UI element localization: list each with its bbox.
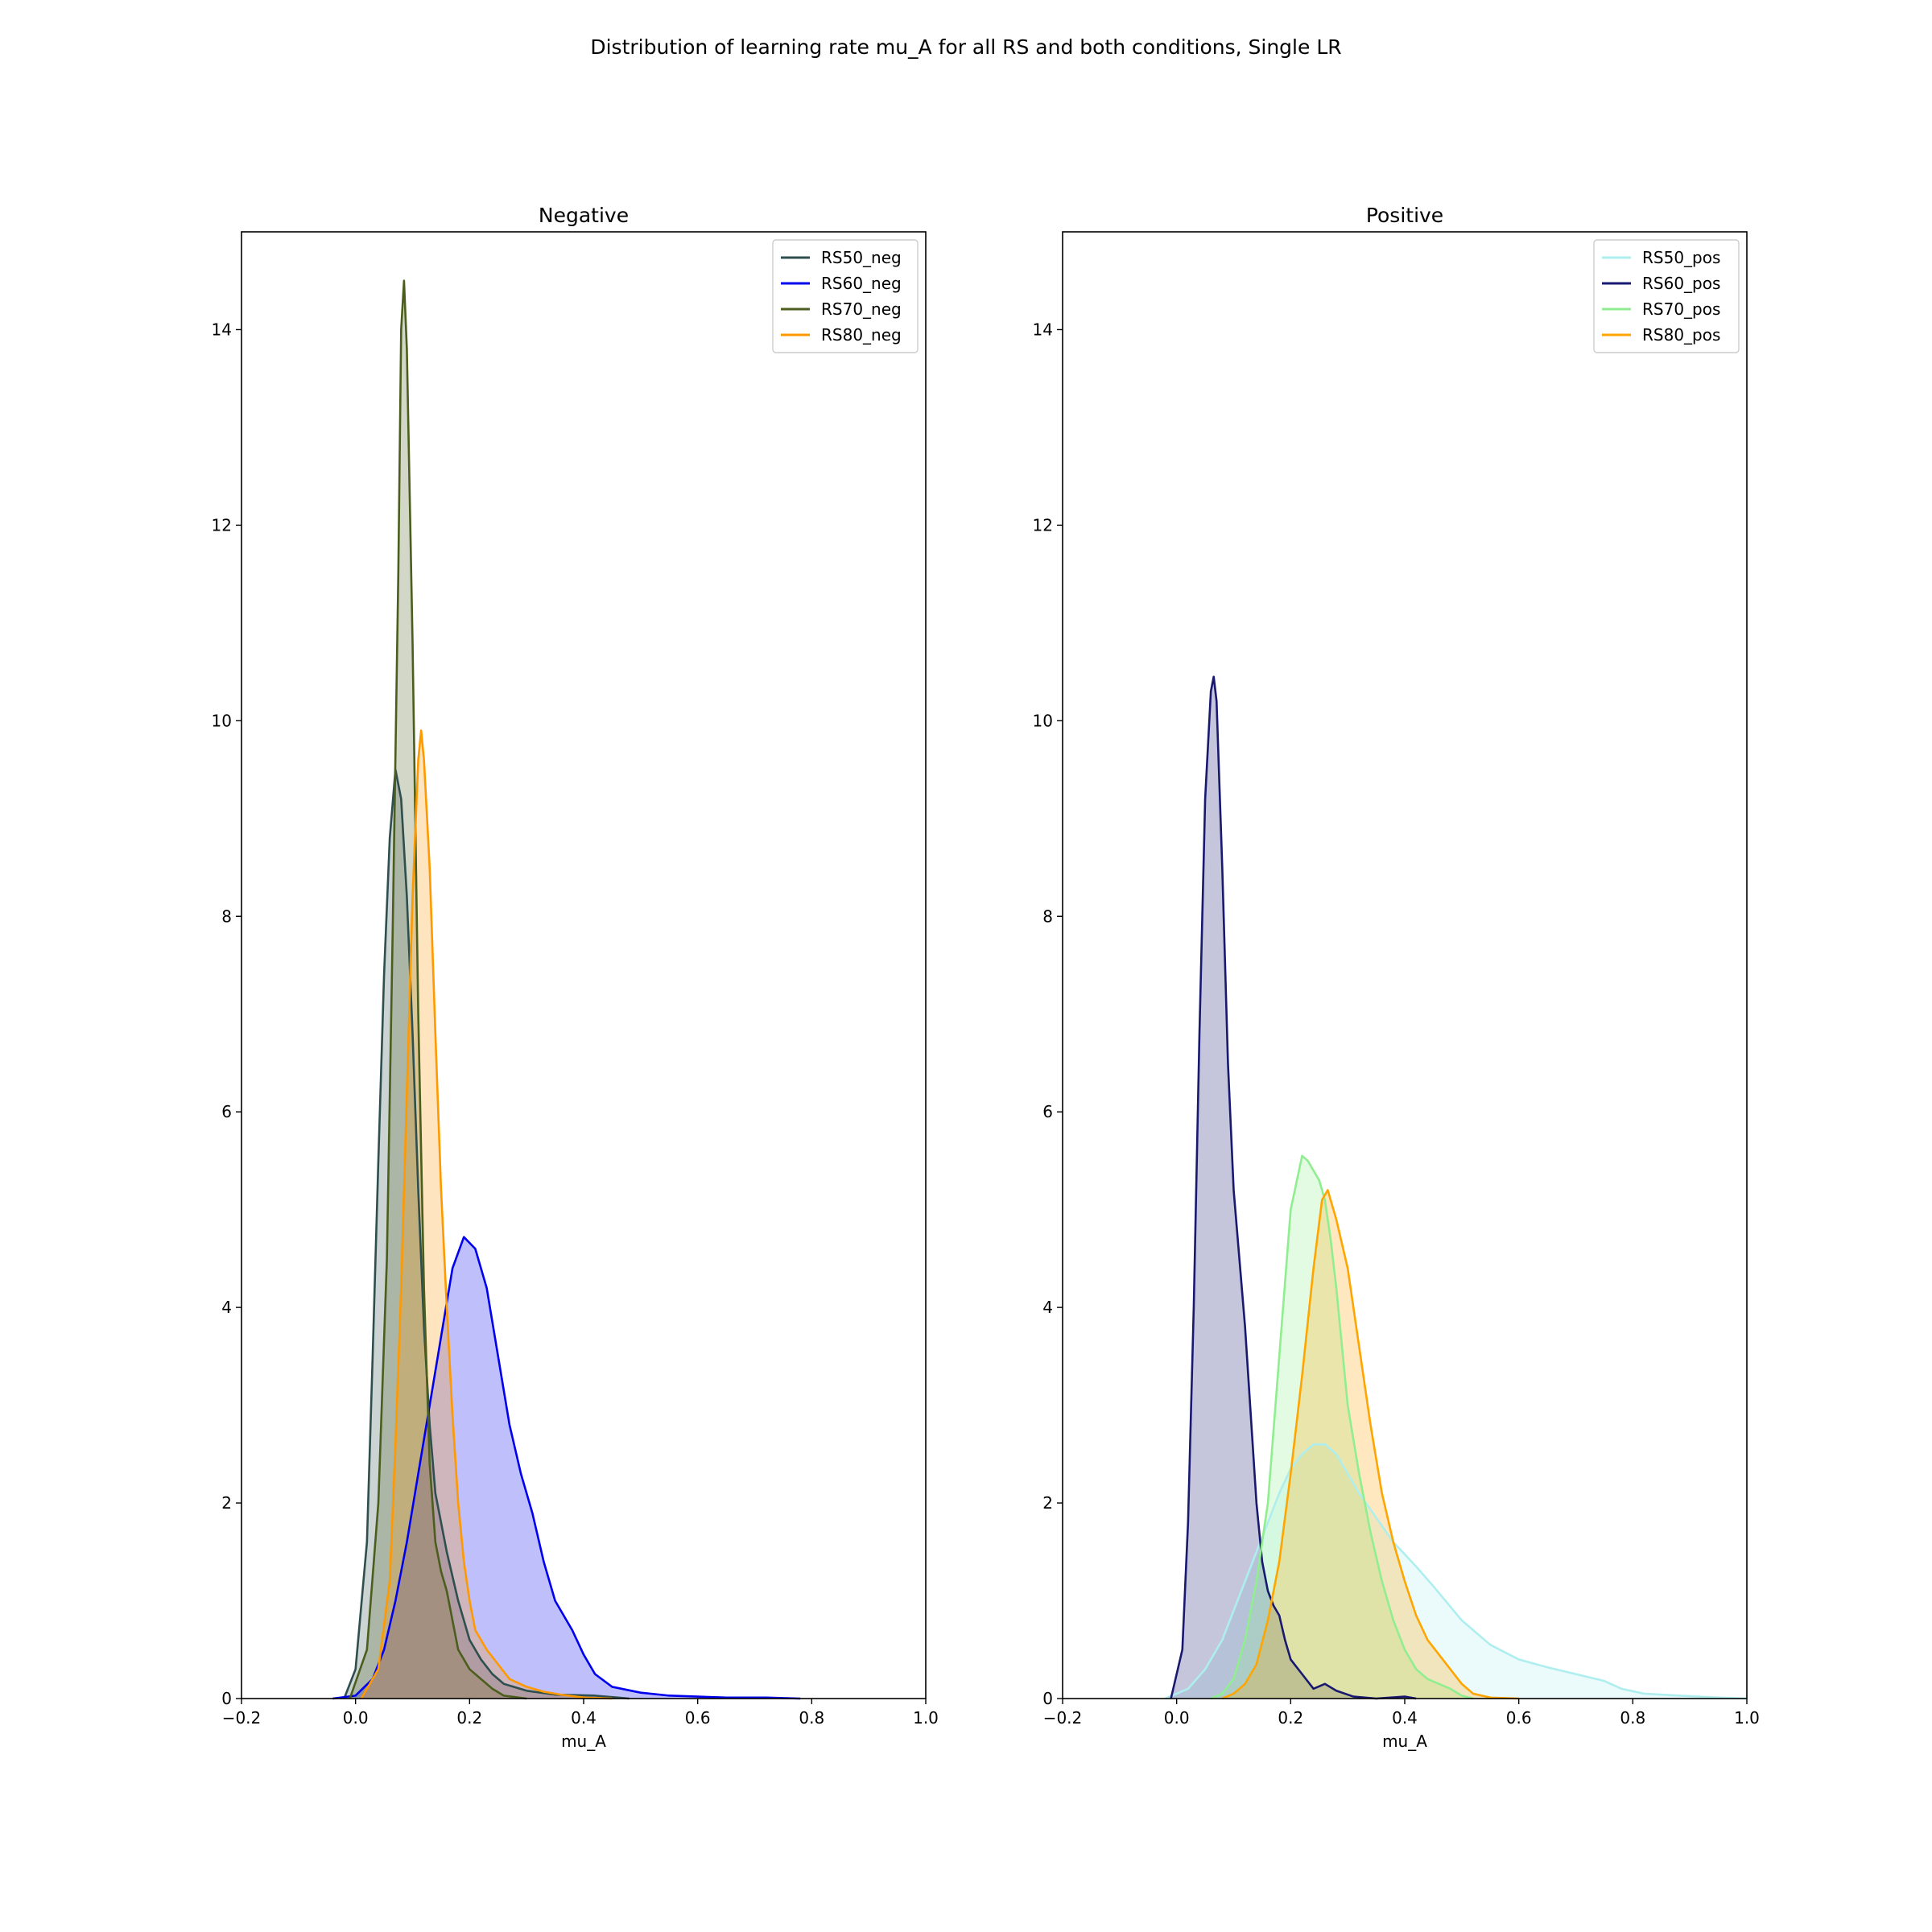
positive-x-tick-label: 0.6 [1506, 1708, 1532, 1728]
positive-y-tick-label: 2 [1042, 1493, 1053, 1513]
negative-legend-box [772, 239, 919, 353]
negative-series-layer [332, 279, 801, 1700]
positive-legend-box [1593, 239, 1740, 353]
positive-series-layer [1164, 675, 1748, 1700]
figure-title: Distribution of learning rate mu_A for a… [590, 35, 1341, 59]
negative-legend-label: RS50_neg [821, 248, 902, 267]
positive-ticks-layer: −0.2 0.0 0.2 0.4 0.6 0.8 1.0 0 2 4 6 8 10 12 14 [1033, 320, 1760, 1728]
negative-y-tick-label: 0 [221, 1689, 232, 1708]
negative-line-rs50-neg [343, 768, 630, 1700]
negative-y-tick-label: 2 [221, 1493, 232, 1513]
positive-legend-label: RS80_pos [1642, 325, 1720, 345]
negative-legend-label: RS80_neg [821, 325, 902, 345]
positive-line-rs60-pos [1170, 675, 1417, 1700]
negative-y-tick-label: 10 [212, 711, 232, 730]
negative-plot-frame [241, 231, 927, 1699]
negative-line-rs80-neg [360, 729, 613, 1700]
positive-y-tick-label: 6 [1042, 1102, 1053, 1121]
positive-y-tick-label: 8 [1042, 906, 1053, 926]
positive-y-tick-label: 10 [1033, 711, 1053, 730]
positive-panel: Positive mu_A −0.2 0.0 0.2 0.4 0.6 0.8 1.0 0 2 4 6… [1033, 204, 1760, 1751]
positive-area-rs70-pos [1211, 1155, 1473, 1699]
negative-panel: Negative mu_A −0.2 0.0 0.2 0.4 0.6 0.8 1.0 0 2 4 6… [212, 204, 939, 1751]
positive-x-tick-label: 1.0 [1734, 1708, 1760, 1728]
negative-x-tick-label: 0.8 [799, 1708, 824, 1728]
negative-y-tick-label: 14 [212, 320, 232, 339]
negative-x-tick-label: −0.2 [222, 1708, 262, 1728]
positive-panel-title: Positive [1366, 204, 1443, 227]
positive-x-tick-label: 0.0 [1164, 1708, 1190, 1728]
negative-line-rs60-neg [332, 1236, 801, 1700]
negative-ticks-layer: −0.2 0.0 0.2 0.4 0.6 0.8 1.0 0 2 4 6 8 10 12 14 [212, 320, 939, 1728]
negative-x-tick-label: 1.0 [913, 1708, 939, 1728]
positive-x-tick-label: 0.4 [1392, 1708, 1418, 1728]
positive-legend-label: RS70_pos [1642, 299, 1720, 319]
negative-legend: RS50_neg RS60_neg RS70_neg RS80_neg [772, 239, 919, 353]
positive-area-rs60-pos [1170, 676, 1417, 1699]
positive-line-rs70-pos [1210, 1154, 1474, 1700]
negative-area-rs80-neg [361, 730, 613, 1699]
negative-panel-title: Negative [539, 204, 629, 227]
positive-y-tick-label: 14 [1033, 320, 1053, 339]
positive-y-tick-label: 12 [1033, 515, 1053, 535]
negative-area-rs50-neg [344, 770, 630, 1699]
negative-area-rs70-neg [349, 280, 527, 1699]
positive-plot-frame [1062, 231, 1748, 1699]
positive-legend-label: RS60_pos [1642, 274, 1720, 293]
negative-x-axis-label: mu_A [561, 1732, 606, 1751]
negative-x-tick-label: 0.6 [685, 1708, 711, 1728]
positive-area-rs80-pos [1222, 1190, 1519, 1699]
negative-legend-label: RS70_neg [821, 299, 902, 319]
positive-x-tick-label: 0.2 [1278, 1708, 1303, 1728]
positive-y-tick-label: 0 [1042, 1689, 1053, 1708]
positive-legend: RS50_pos RS60_pos RS70_pos RS80_pos [1593, 239, 1740, 353]
negative-x-tick-label: 0.2 [456, 1708, 482, 1728]
negative-x-tick-label: 0.0 [343, 1708, 369, 1728]
positive-line-rs50-pos [1164, 1443, 1748, 1700]
negative-y-tick-label: 6 [221, 1102, 232, 1121]
positive-x-tick-label: −0.2 [1043, 1708, 1083, 1728]
positive-x-tick-label: 0.8 [1620, 1708, 1645, 1728]
negative-y-tick-label: 12 [212, 515, 232, 535]
negative-y-tick-label: 8 [221, 906, 232, 926]
positive-area-rs50-pos [1165, 1444, 1747, 1699]
negative-line-rs70-neg [349, 279, 527, 1700]
negative-legend-label: RS60_neg [821, 274, 902, 293]
negative-x-tick-label: 0.4 [571, 1708, 597, 1728]
positive-line-rs80-pos [1221, 1189, 1519, 1700]
positive-x-axis-label: mu_A [1382, 1732, 1427, 1751]
positive-y-tick-label: 4 [1042, 1298, 1053, 1317]
positive-legend-label: RS50_pos [1642, 248, 1720, 267]
negative-y-tick-label: 4 [221, 1298, 232, 1317]
